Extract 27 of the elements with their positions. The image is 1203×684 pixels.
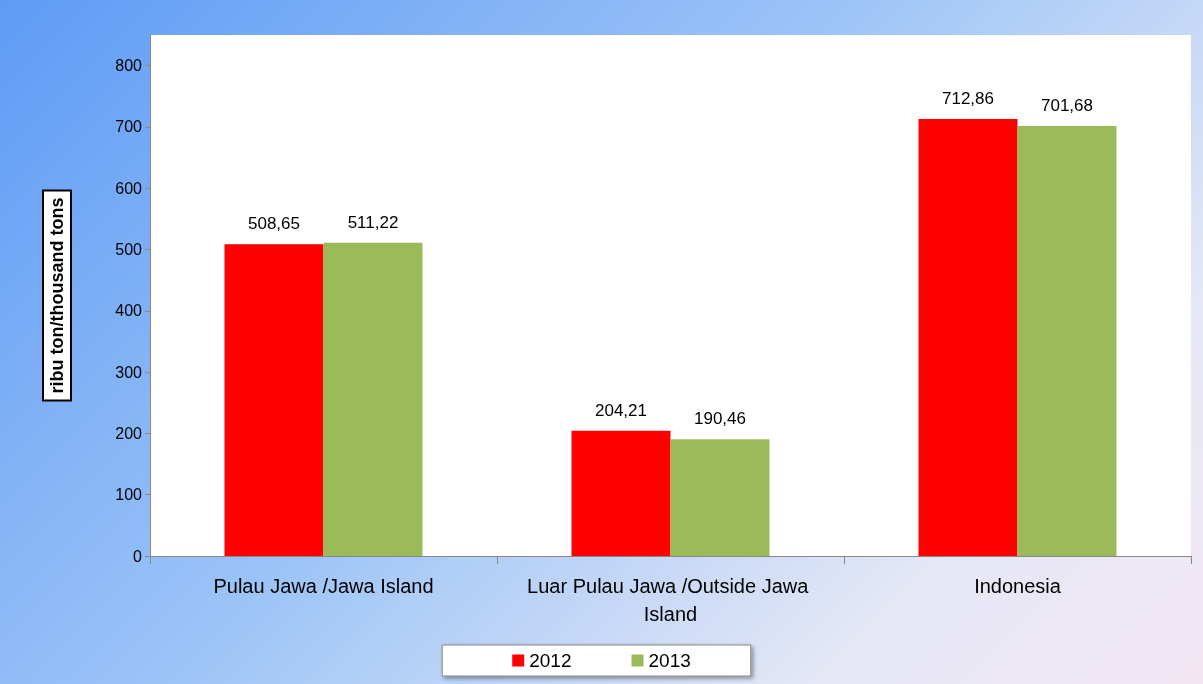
- y-tick-label: 800: [115, 57, 143, 75]
- bar: [571, 430, 671, 556]
- data-label: 204,21: [595, 400, 647, 420]
- bar: [670, 439, 770, 556]
- y-tick-label: 500: [115, 241, 143, 259]
- x-tick-label: Indonesia: [974, 575, 1062, 597]
- bar: [918, 119, 1018, 556]
- bar: [1017, 125, 1117, 556]
- data-label: 701,68: [1041, 95, 1093, 115]
- y-axis-title: ribu ton/thousand tons: [47, 197, 67, 394]
- y-tick-label: 600: [115, 179, 143, 197]
- y-tick-label: 200: [115, 424, 143, 442]
- x-tick-label: Luar Pulau Jawa /Outside Jawa Island: [527, 575, 814, 625]
- data-label: 508,65: [248, 214, 300, 234]
- legend-label: 2013: [648, 650, 691, 671]
- data-label: 712,86: [942, 89, 994, 109]
- x-tick-label: Pulau Jawa /Jawa Island: [213, 575, 434, 597]
- y-tick-label: 0: [133, 547, 143, 565]
- y-tick-label: 100: [115, 486, 143, 504]
- legend-label: 2012: [529, 650, 572, 671]
- y-tick-label: 700: [115, 118, 143, 136]
- bar: [224, 244, 324, 556]
- y-tick-label: 400: [115, 302, 143, 320]
- bar: [323, 242, 423, 556]
- y-tick-label: 300: [115, 363, 143, 381]
- data-label: 190,46: [694, 409, 746, 429]
- data-label: 511,22: [347, 212, 399, 232]
